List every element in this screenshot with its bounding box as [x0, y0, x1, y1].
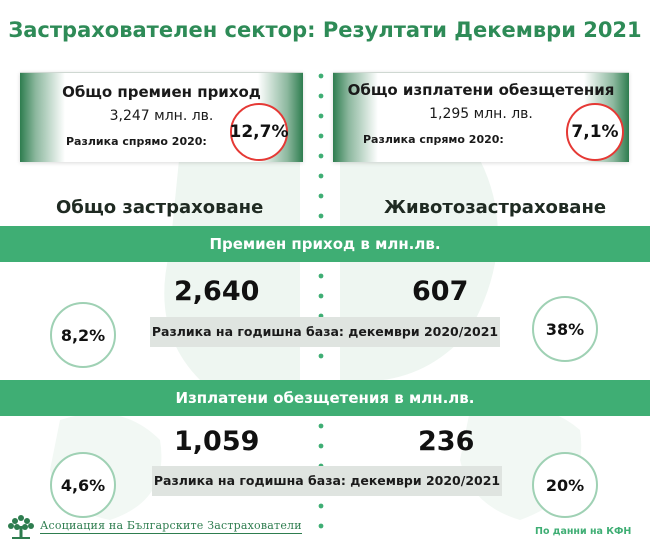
association-logo: Асоциация на Българските Застрахователи	[6, 512, 302, 540]
claims-diff-caption: Разлика на годишна база: декември 2020/2…	[152, 466, 502, 496]
general-premium-change-circle: 8,2%	[50, 302, 116, 368]
general-premium-change: 8,2%	[60, 325, 106, 345]
life-claims-change: 20%	[545, 475, 585, 495]
general-claims-value: 1,059	[174, 426, 260, 457]
premium-diff-caption: Разлика на годишна база: декември 2020/2…	[150, 317, 500, 347]
life-insurance-heading: Животозастраховане	[384, 197, 607, 218]
general-claims-change-circle: 4,6%	[50, 452, 116, 518]
claims-section-band: Изплатени обезщетения в млн.лв.	[0, 380, 650, 416]
premiums-diff-label: Разлика спрямо 2020:	[66, 135, 207, 148]
card-edge-left	[20, 73, 65, 162]
card-edge-left	[333, 73, 378, 162]
life-claims-change-circle: 20%	[532, 452, 598, 518]
life-premium-value: 607	[412, 276, 469, 307]
premiums-diff-value: 12,7%	[229, 122, 289, 142]
life-claims-value: 236	[418, 426, 475, 457]
life-premium-change: 38%	[545, 319, 585, 339]
page-title: Застрахователен сектор: Резултати Декемв…	[8, 18, 642, 42]
general-premium-value: 2,640	[174, 276, 260, 307]
life-premium-change-circle: 38%	[532, 296, 598, 362]
general-claims-change: 4,6%	[60, 475, 106, 495]
premiums-summary-value: 3,247 млн. лв.	[109, 108, 214, 124]
claims-summary-label: Общо изплатени обезщетения	[347, 81, 615, 99]
claims-diff-label: Разлика спрямо 2020:	[363, 133, 504, 146]
general-insurance-heading: Общо застраховане	[56, 197, 264, 218]
data-source-note: По данни на КФН	[535, 526, 632, 537]
claims-diff-value: 7,1%	[571, 122, 619, 142]
dotted-divider	[318, 73, 324, 529]
premiums-summary-label: Общо премиен приход	[62, 83, 261, 101]
premiums-diff-circle: 12,7%	[229, 103, 289, 161]
claims-summary-value: 1,295 млн. лв.	[429, 106, 533, 122]
claims-diff-circle: 7,1%	[566, 103, 624, 161]
tree-logo-icon	[8, 515, 34, 539]
premium-section-band: Премиен приход в млн.лв.	[0, 226, 650, 262]
association-name: Асоциация на Българските Застрахователи	[40, 518, 302, 534]
